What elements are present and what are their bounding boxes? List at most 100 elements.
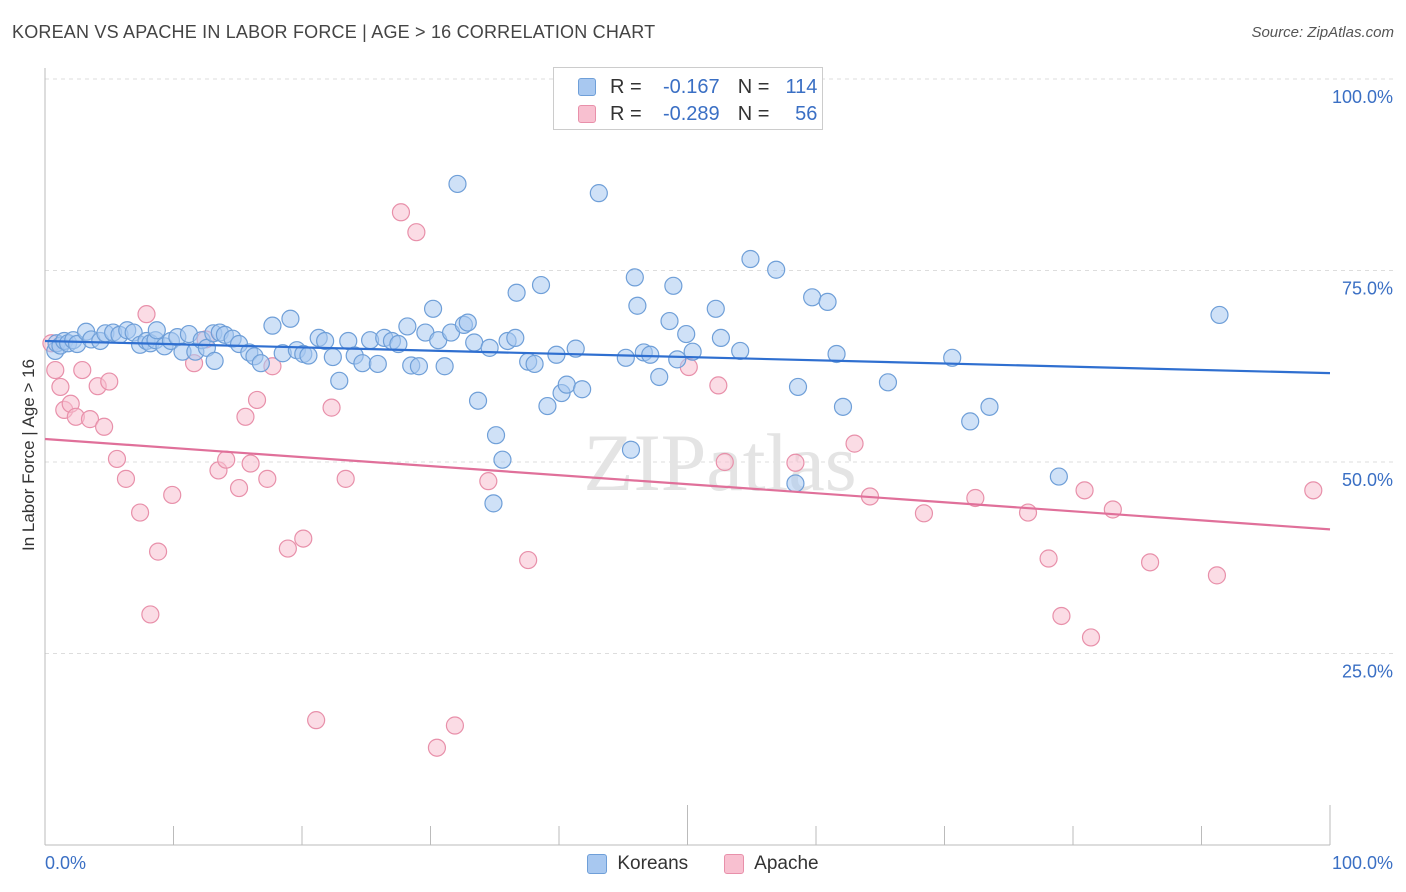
korean-point [573, 380, 592, 399]
apache-point [73, 360, 92, 380]
korean-point [525, 354, 544, 374]
apache-point [407, 223, 426, 242]
y-axis-label: In Labor Force | Age > 16 [19, 359, 38, 551]
legend-n-value: 56 [795, 102, 818, 125]
korean-point [538, 396, 557, 416]
korean-point [458, 313, 477, 332]
axes [44, 68, 1331, 846]
apache-point [445, 716, 465, 735]
apache-point [1081, 628, 1101, 647]
apache-point [845, 434, 864, 453]
korean-point [803, 288, 822, 307]
korean-point [625, 268, 644, 287]
y-tick-label: 75.0% [1342, 279, 1393, 299]
source-credit: Source: ZipAtlas.com [1251, 24, 1394, 41]
korean-point [621, 440, 641, 459]
korean-point [323, 347, 342, 367]
korean-point [484, 494, 503, 513]
apache-point [307, 711, 326, 730]
apache-point [1018, 503, 1038, 522]
apache-point [137, 305, 156, 324]
apache-point [1140, 553, 1160, 572]
korean-point [741, 249, 760, 269]
apache-point [1075, 481, 1094, 500]
apache-point [786, 453, 805, 472]
legend-label-koreans: Koreans [617, 853, 689, 874]
legend-n-label: N = [737, 75, 770, 98]
apache-point [966, 488, 985, 508]
apache-point [148, 542, 168, 561]
apache-point [163, 485, 182, 505]
legend-n-label: N = [737, 102, 770, 125]
korean-point [480, 338, 499, 357]
korean-point [147, 321, 166, 340]
korean-point [316, 331, 335, 351]
korean-point [943, 348, 962, 367]
korean-point [506, 328, 525, 348]
y-tick-label: 50.0% [1342, 470, 1393, 490]
apache-point [217, 450, 236, 469]
korean-point [650, 367, 669, 387]
korean-point [531, 275, 551, 295]
apache-point [715, 452, 734, 472]
korean-point [566, 339, 585, 358]
korean-point [435, 357, 454, 376]
korean-point [641, 345, 660, 364]
apache-point [258, 469, 277, 488]
korean-point [683, 342, 702, 361]
apache-swatch [578, 105, 596, 123]
y-tick-label: 25.0% [1342, 662, 1393, 682]
korean-point [263, 316, 282, 335]
apache-point [336, 469, 355, 488]
korean-point [878, 373, 898, 392]
apache-point [100, 372, 119, 391]
tick-labels: 25.0% 50.0% 75.0% 100.0% 0.0% 100.0% [45, 87, 1393, 873]
korean-point [616, 348, 635, 367]
grid-lines [45, 78, 1395, 654]
apache-swatch [724, 854, 745, 874]
apache-point [709, 376, 728, 395]
korean-point [368, 354, 387, 374]
legend-n-value: 114 [785, 75, 818, 98]
apache-point [519, 550, 538, 570]
apache-point [479, 472, 498, 491]
korean-point [205, 351, 224, 370]
apache-point [322, 398, 341, 417]
apache-point [914, 504, 934, 523]
korean-point [589, 184, 608, 203]
korean-point [677, 324, 696, 344]
apache-point [391, 203, 411, 222]
korean-point [398, 317, 417, 336]
korean-point [1210, 305, 1229, 325]
korean-point [980, 397, 999, 416]
korean-point [818, 292, 837, 312]
korean-point [557, 375, 576, 394]
apache-point [247, 390, 267, 410]
legend-label-apache: Apache [754, 853, 819, 874]
korean-point [486, 426, 506, 445]
korean-point [507, 283, 526, 302]
korean-point [711, 328, 731, 348]
korean-point [251, 354, 270, 373]
korean-point [668, 350, 687, 369]
apache-point [236, 407, 255, 426]
apache-point [241, 454, 260, 473]
apache-point [1039, 549, 1058, 568]
trend-lines [44, 339, 1331, 531]
korean-point [664, 276, 683, 295]
apache-point [229, 478, 249, 498]
korean-point [330, 371, 349, 390]
series-legend: Koreans Apache [0, 852, 1406, 876]
legend-item-koreans: Koreans [587, 853, 688, 875]
x-tick-label: 100.0% [1332, 853, 1393, 873]
apache-point [95, 417, 114, 436]
korean-point [468, 391, 488, 410]
apache-point [107, 449, 127, 469]
korean-point [706, 299, 725, 318]
korean-point [628, 296, 647, 315]
korean-point [465, 333, 484, 352]
apache-trend-line [44, 437, 1331, 531]
korean-trend-line [44, 339, 1331, 375]
korean-point [299, 346, 318, 365]
